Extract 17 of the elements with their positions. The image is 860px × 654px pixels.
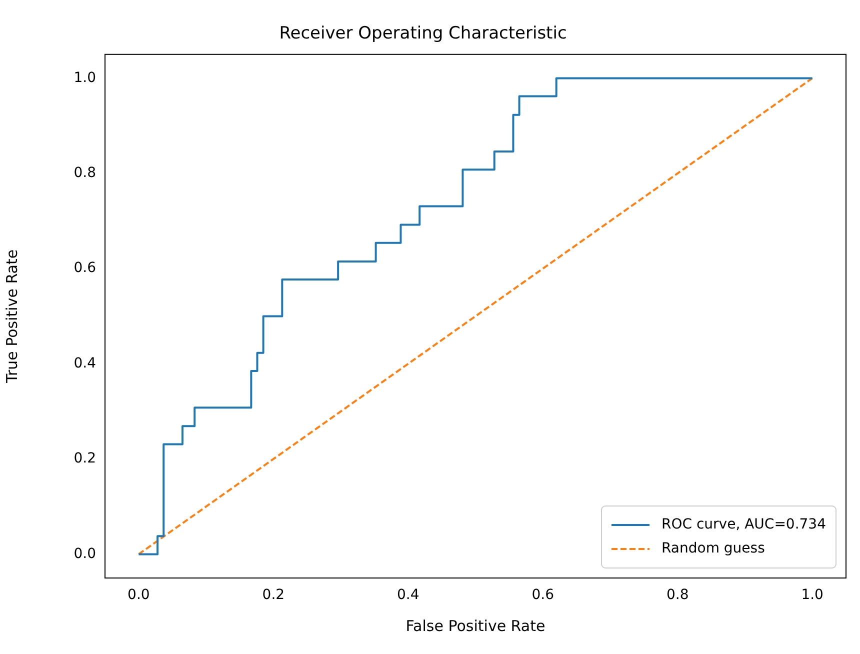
y-tick-label: 0.8 xyxy=(74,165,96,182)
x-tick-label: 0.4 xyxy=(397,587,420,604)
x-axis-title: False Positive Rate xyxy=(406,616,546,635)
y-axis-title: True Positive Rate xyxy=(2,249,21,384)
x-tick-label: 1.0 xyxy=(801,587,824,604)
y-tick-label: 1.0 xyxy=(74,70,96,86)
x-tick-label: 0.8 xyxy=(666,587,689,604)
legend-label: ROC curve, AUC=0.734 xyxy=(661,516,826,533)
y-tick-label: 0.2 xyxy=(74,450,96,467)
x-tick-label: 0.2 xyxy=(262,587,285,604)
y-tick-label: 0.0 xyxy=(74,546,96,562)
x-tick-label: 0.0 xyxy=(128,587,150,604)
y-tick-label: 0.4 xyxy=(74,355,96,372)
y-tick-label: 0.6 xyxy=(74,260,96,276)
chart-title: Receiver Operating Characteristic xyxy=(279,24,567,44)
x-tick-label: 0.6 xyxy=(532,587,554,604)
legend-label: Random guess xyxy=(661,540,765,557)
